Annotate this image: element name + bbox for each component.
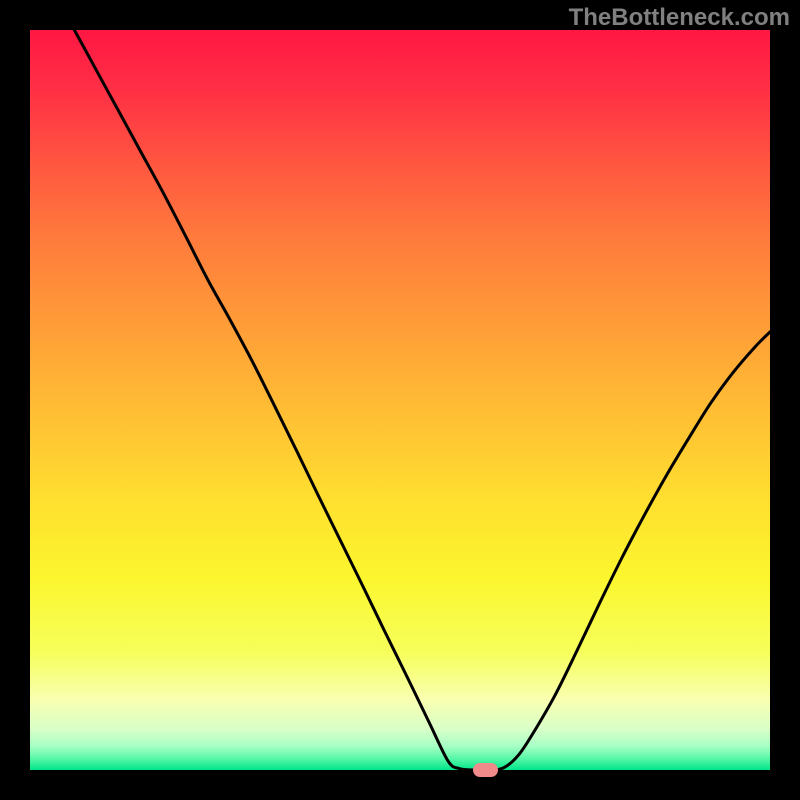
- chart-svg: [30, 30, 770, 770]
- chart-frame: TheBottleneck.com: [0, 0, 800, 800]
- chart-background: [30, 30, 770, 770]
- attribution-text: TheBottleneck.com: [569, 4, 790, 32]
- optimum-marker: [473, 763, 498, 776]
- plot-area: [30, 30, 770, 770]
